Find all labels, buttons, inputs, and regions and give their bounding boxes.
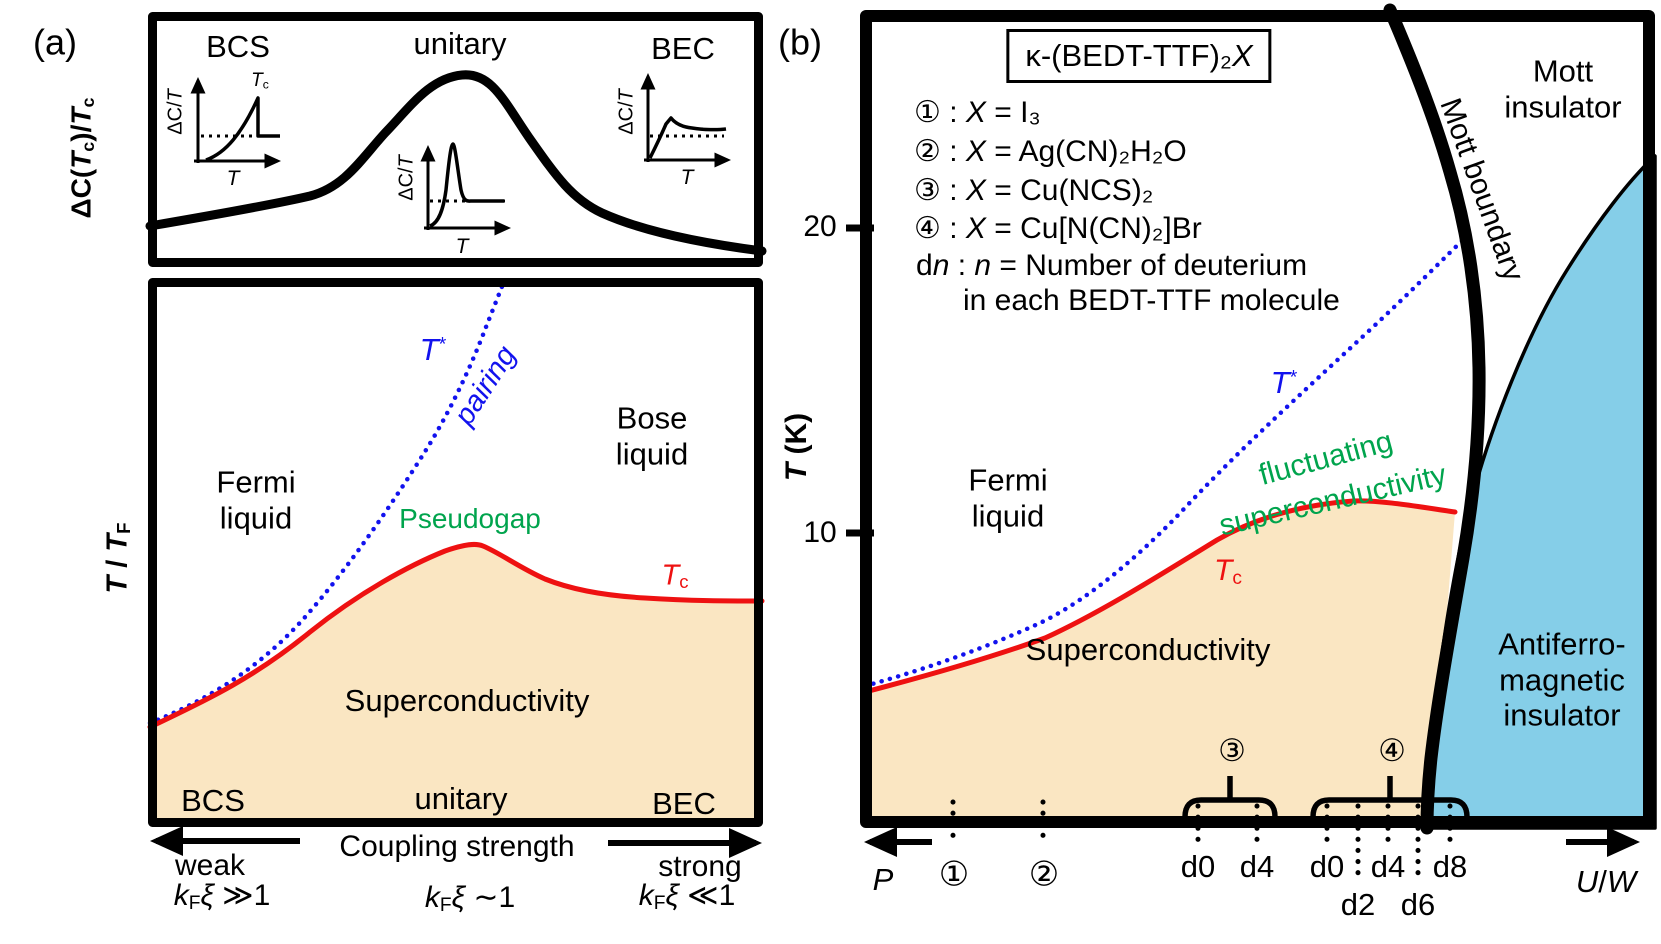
- axis-marker-d8: d8: [1432, 849, 1468, 885]
- tstar-label-a: T*: [419, 332, 447, 368]
- strong-label: strong: [658, 849, 742, 883]
- bec-label-bottom: BEC: [652, 786, 716, 822]
- afm-insulator-label: Antiferro- magnetic insulator: [1498, 626, 1626, 733]
- coupling-strength-label: Coupling strength: [339, 829, 575, 863]
- legend-item-4: ④ : X = Cu[N(CN)₂]Br: [914, 211, 1202, 245]
- legend-item-1: ① : X = I₃: [914, 95, 1041, 129]
- inset-unitary-curve: [429, 142, 504, 228]
- inset-bcs-ylabel: ΔC/T: [164, 89, 187, 135]
- legend-item-dn: dn : n = Number of deuterium: [916, 248, 1308, 282]
- panel-a-ylabel: T / TF: [101, 522, 135, 594]
- box-b: [860, 10, 1655, 828]
- unitary-label-top: unitary: [413, 26, 507, 62]
- tstar-label-b: T*: [1270, 365, 1298, 401]
- marker-circled-4: ④: [1378, 733, 1406, 769]
- pseudogap-label: Pseudogap: [399, 502, 541, 534]
- inset-bec-xlabel: T: [680, 165, 694, 189]
- panel-b-ylabel: T (K): [779, 412, 813, 482]
- uw-axis-label: U/W: [1575, 864, 1637, 900]
- fermi-liquid-label-a: Fermi liquid: [216, 464, 296, 535]
- bose-liquid-label: Bose liquid: [615, 400, 689, 471]
- ytick-10: 10: [803, 515, 837, 549]
- mott-boundary-curve: [1383, 3, 1486, 835]
- inset-unitary-ylabel: ΔC/T: [395, 155, 418, 201]
- ytick-20: 20: [803, 209, 837, 243]
- panel-a-top-ylabel: ΔC(Tc)/Tc: [65, 97, 99, 219]
- inset-bcs-tc-label: Tc: [251, 69, 269, 92]
- pressure-axis-label: P: [872, 862, 894, 898]
- compound-title-box: κ-(BEDT-TTF)₂X: [1006, 29, 1272, 83]
- dc-curve-top: [145, 70, 767, 256]
- marker-circled-3: ③: [1218, 733, 1246, 769]
- bcs-label-bottom: BCS: [181, 783, 245, 819]
- axis-marker-circled-1: ①: [938, 855, 970, 894]
- superconductivity-fill-b: [865, 500, 1455, 828]
- legend-item-dn-line2: in each BEDT-TTF molecule: [963, 283, 1340, 317]
- kf-weak-label: kFξ ≫1: [173, 878, 271, 914]
- axis-marker-d2: d2: [1340, 887, 1376, 923]
- fermi-liquid-label-b: Fermi liquid: [968, 462, 1048, 533]
- inset-bec-ylabel: ΔC/T: [615, 89, 638, 135]
- superconductivity-fill-a: [150, 544, 762, 823]
- axis-marker-d0-group4: d0: [1309, 849, 1345, 885]
- superconductivity-label-b: Superconductivity: [1025, 632, 1271, 668]
- legend-item-2: ② : X = Ag(CN)₂H₂O: [914, 134, 1187, 168]
- inset-unitary-xlabel: T: [455, 234, 469, 258]
- tstar-curve-a: [147, 281, 506, 726]
- axis-marker-d4-group4: d4: [1370, 849, 1406, 885]
- box-a-bottom: [148, 278, 763, 827]
- inset-bec-curve: [648, 116, 727, 159]
- panel-b-label: (b): [778, 21, 822, 63]
- legend-item-3: ③ : X = Cu(NCS)₂: [914, 173, 1154, 207]
- axis-marker-d4-group3: d4: [1239, 849, 1275, 885]
- tc-label-b: Tc: [1214, 553, 1242, 589]
- inset-bcs-curve: [205, 96, 280, 162]
- axis-marker-circled-2: ②: [1028, 855, 1060, 894]
- tc-label-a: Tc: [661, 559, 689, 593]
- mott-insulator-label: Mott insulator: [1504, 53, 1622, 124]
- kf-mid-label: kFξ ∼1: [424, 880, 516, 916]
- box-a-top: [148, 12, 763, 267]
- tc-curve-b: [862, 498, 1458, 695]
- superconductivity-label-a: Superconductivity: [344, 683, 590, 719]
- bcs-label-top: BCS: [206, 29, 270, 65]
- bracket-4: [1310, 776, 1470, 818]
- panel-a-label: (a): [33, 21, 77, 63]
- kf-strong-label: kFξ ≪1: [638, 878, 736, 914]
- axis-marker-d0-group3: d0: [1180, 849, 1216, 885]
- bracket-3: [1182, 776, 1278, 818]
- inset-bcs-xlabel: T: [226, 166, 240, 190]
- tstar-curve-b: [862, 236, 1467, 689]
- axis-marker-d6: d6: [1400, 887, 1436, 923]
- tc-curve-a: [147, 541, 765, 730]
- unitary-label-bottom: unitary: [414, 781, 508, 817]
- weak-label: weak: [174, 848, 246, 882]
- bec-label-top: BEC: [651, 31, 715, 67]
